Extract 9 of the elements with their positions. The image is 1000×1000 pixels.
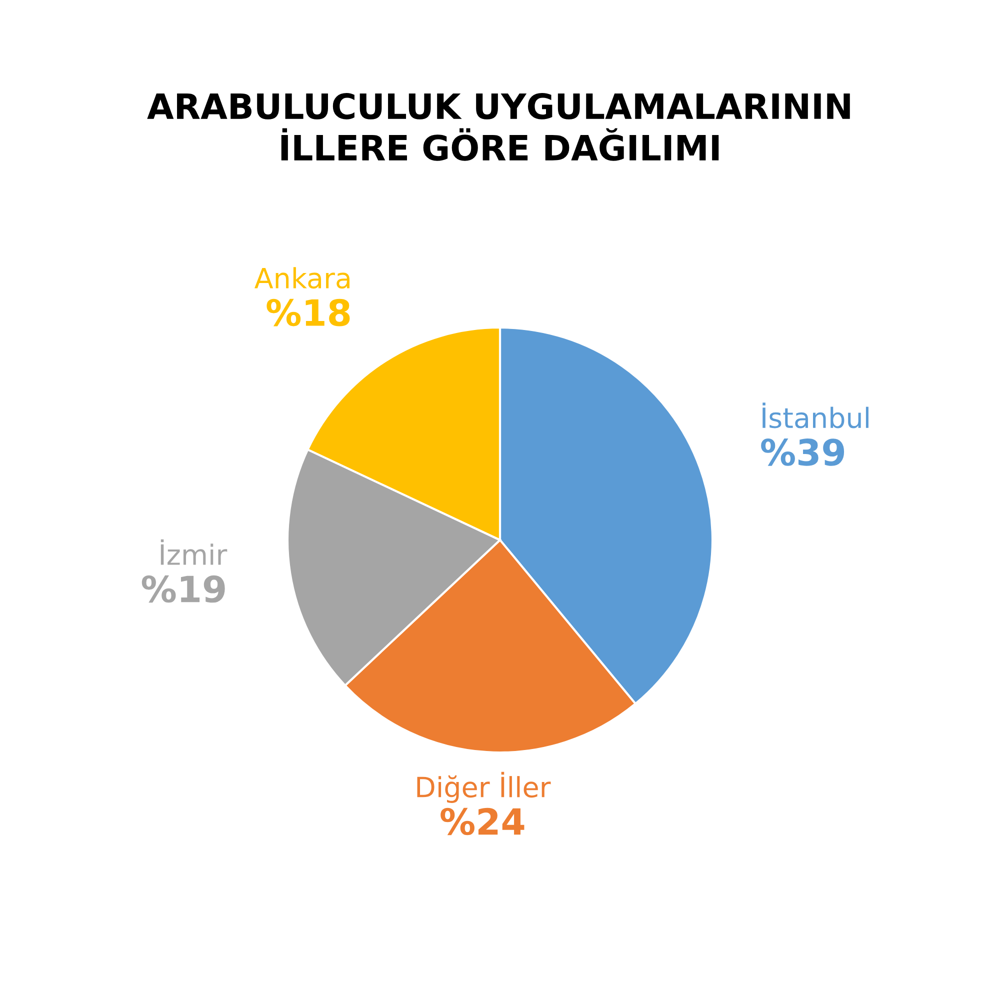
chart-title: ARABULUCULUK UYGULAMALARININ İLLERE GÖRE DAĞILIMI (147, 93, 850, 161)
data-label: %18 (266, 298, 350, 326)
slice-label: Ankara (254, 267, 350, 289)
slice-label: İzmir (160, 539, 228, 565)
data-label: %19 (142, 575, 225, 603)
data-label: %39 (761, 438, 844, 466)
data-label: %24 (440, 808, 524, 836)
slice-label: İstanbul (762, 402, 868, 428)
slice-label: Diğer İller (417, 772, 551, 803)
